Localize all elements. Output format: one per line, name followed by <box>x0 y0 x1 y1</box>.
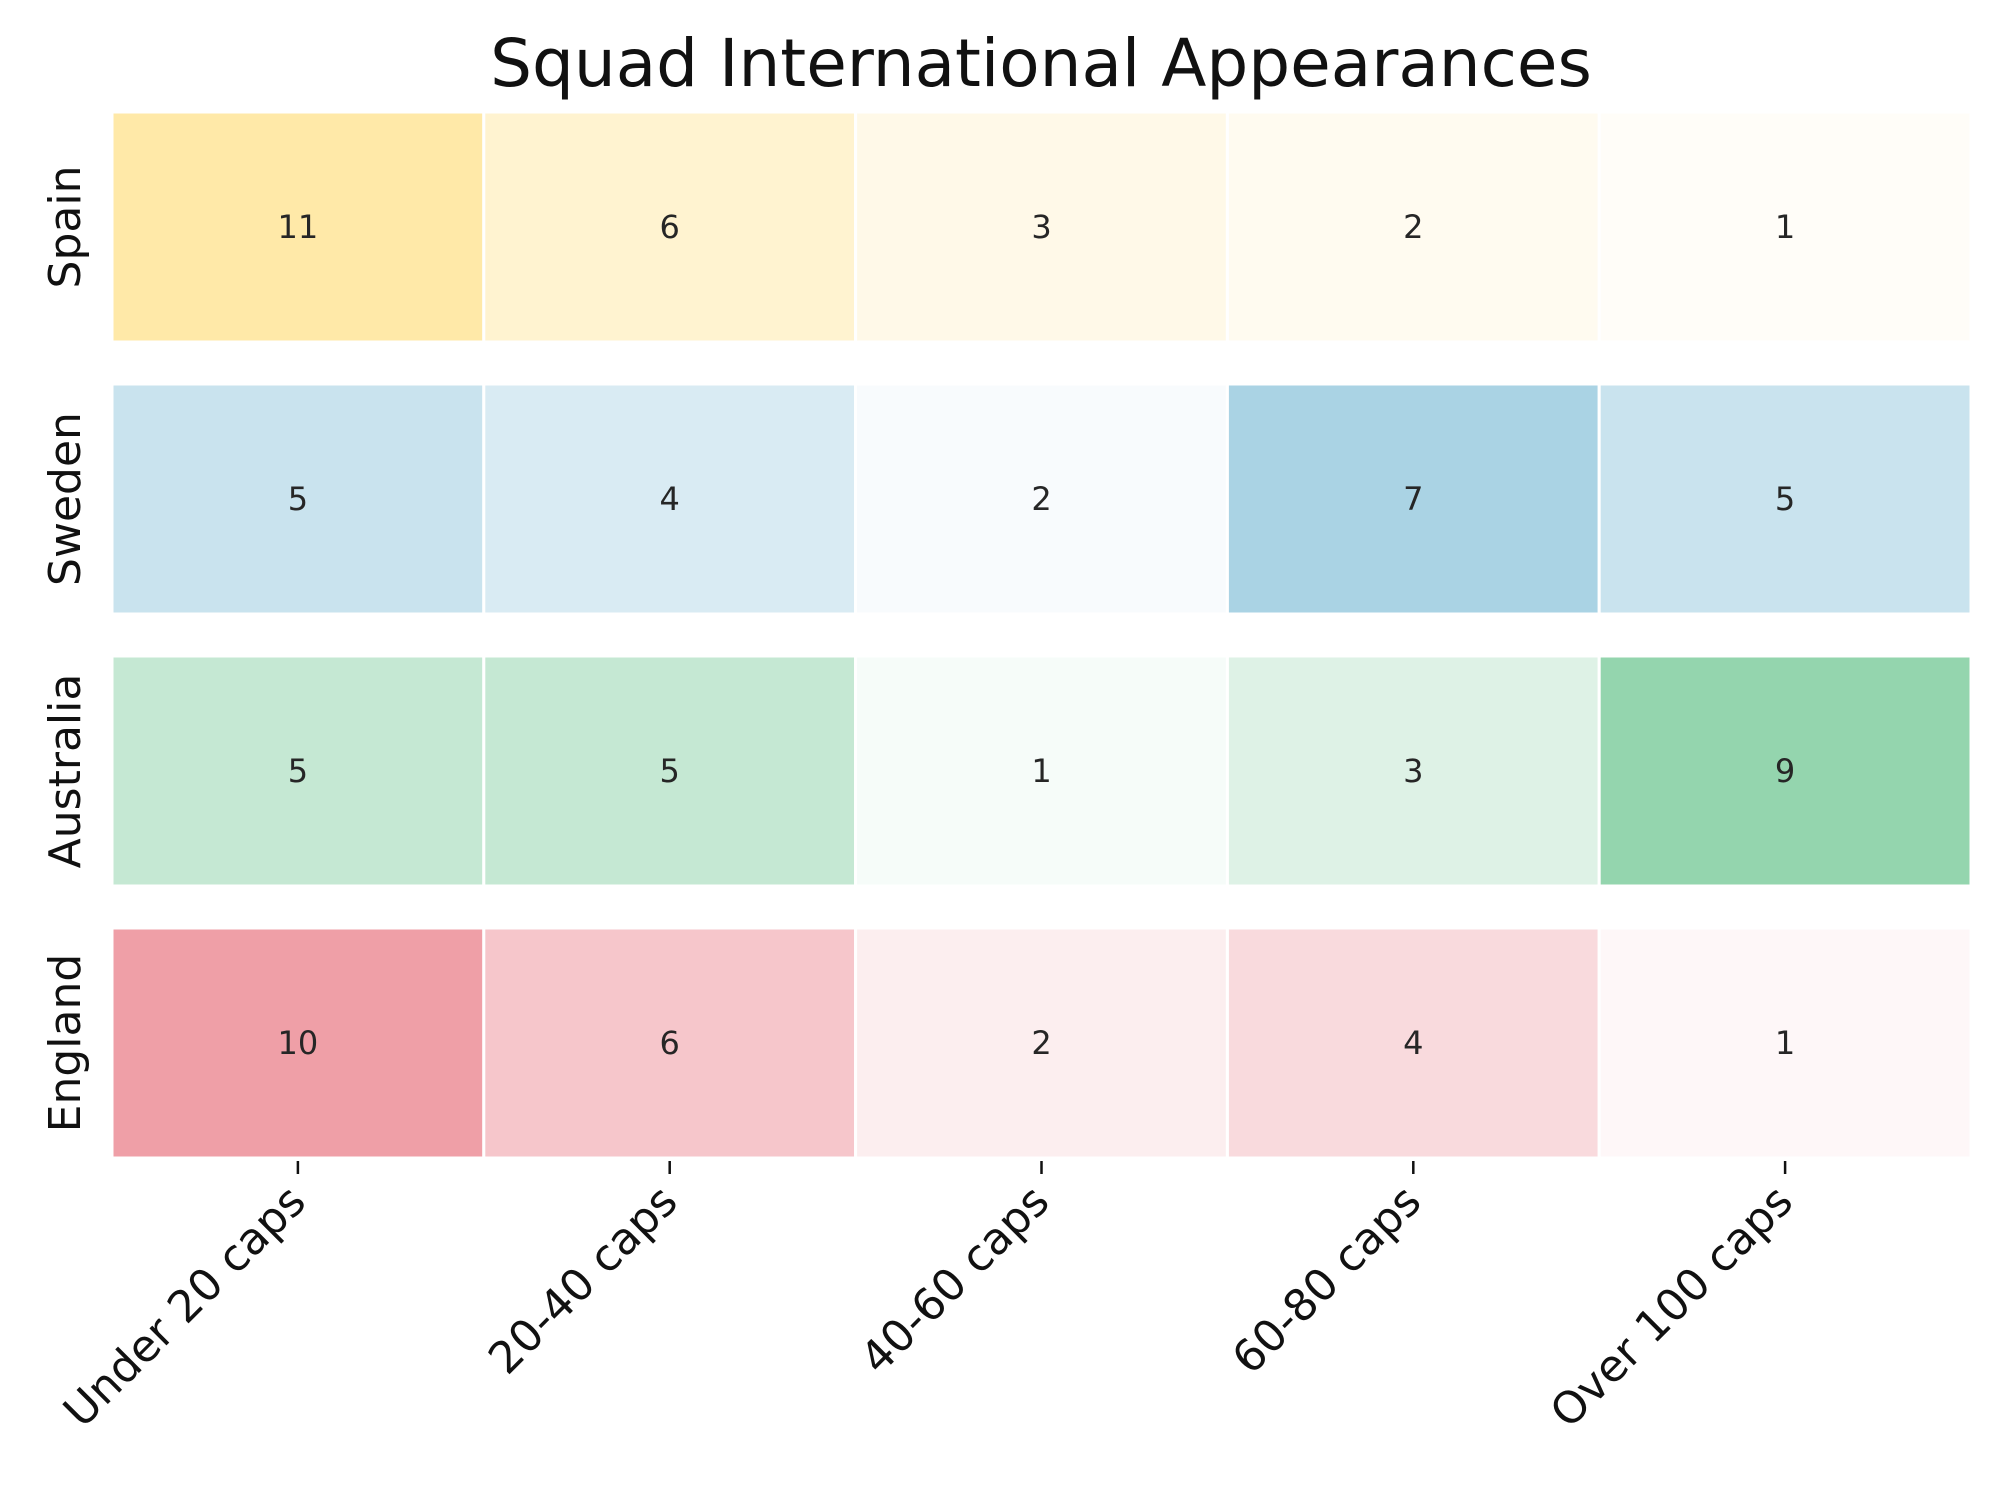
heatmap-cell <box>1597 654 1973 888</box>
row-label-sweden: Sweden <box>40 412 91 586</box>
heatmap-cell <box>110 926 486 1160</box>
x-tick-label: Under 20 caps <box>54 1176 316 1438</box>
cell-value-label: 4 <box>660 480 680 518</box>
x-tick-label: 60-80 caps <box>1223 1176 1431 1384</box>
heatmap-cell <box>854 382 1229 616</box>
heatmap-cell <box>482 654 858 888</box>
heatmap-row-spain: 11 6 3 2 1 Spain <box>40 110 1973 344</box>
heatmap-cell <box>1225 382 1601 616</box>
heatmap-row-sweden: 5 4 2 7 5 Sweden <box>40 382 1973 616</box>
heatmap-cell <box>482 110 858 344</box>
cell-value-label: 10 <box>278 1024 319 1062</box>
heatmap-cell <box>110 110 486 344</box>
cell-value-label: 4 <box>1403 1024 1423 1062</box>
heatmap-cell <box>482 926 858 1160</box>
chart-title: Squad International Appearances <box>490 25 1592 102</box>
cell-value-label: 3 <box>1031 208 1051 246</box>
cell-value-label: 3 <box>1403 752 1423 790</box>
heatmap-cell <box>110 382 486 616</box>
cell-value-label: 5 <box>288 480 308 518</box>
heatmap-cell <box>482 382 858 616</box>
row-label-spain: Spain <box>40 166 91 289</box>
cell-value-label: 6 <box>660 208 680 246</box>
cell-value-label: 2 <box>1403 208 1423 246</box>
cell-value-label: 2 <box>1031 1024 1051 1062</box>
x-axis-ticks: Under 20 caps 20-40 caps 40-60 caps 60-80 c… <box>54 1161 1803 1438</box>
heatmap-cell <box>1597 926 1973 1160</box>
cell-value-label: 1 <box>1775 208 1795 246</box>
x-tick-label: 20-40 caps <box>479 1176 687 1384</box>
x-tick-label: Over 100 caps <box>1541 1176 1803 1438</box>
heatmap-cell <box>1597 110 1973 344</box>
heatmap-cell <box>854 654 1229 888</box>
heatmap-cell <box>1225 654 1601 888</box>
x-tick-label: 40-60 caps <box>851 1176 1059 1384</box>
cell-value-label: 1 <box>1775 1024 1795 1062</box>
cell-value-label: 11 <box>278 208 319 246</box>
heatmap-cell <box>854 926 1229 1160</box>
cell-value-label: 5 <box>288 752 308 790</box>
heatmap-rows: 11 6 3 2 1 Spain 5 4 2 7 5 Sweden 5 5 1 3 9 Australia 10 6 2… <box>40 110 1973 1160</box>
heatmap-cell <box>854 110 1229 344</box>
cell-value-label: 5 <box>660 752 680 790</box>
cell-value-label: 9 <box>1775 752 1795 790</box>
cell-value-label: 7 <box>1403 480 1423 518</box>
heatmap-cell <box>1225 926 1601 1160</box>
cell-value-label: 1 <box>1031 752 1051 790</box>
heatmap-cell <box>1597 382 1973 616</box>
heatmap-row-england: 10 6 2 4 1 England <box>40 926 1973 1160</box>
cell-value-label: 5 <box>1775 480 1795 518</box>
cell-value-label: 2 <box>1031 480 1051 518</box>
row-label-england: England <box>40 954 91 1133</box>
heatmap-cell <box>1225 110 1601 344</box>
heatmap-row-australia: 5 5 1 3 9 Australia <box>40 654 1973 888</box>
cell-value-label: 6 <box>660 1024 680 1062</box>
row-label-australia: Australia <box>40 674 91 869</box>
